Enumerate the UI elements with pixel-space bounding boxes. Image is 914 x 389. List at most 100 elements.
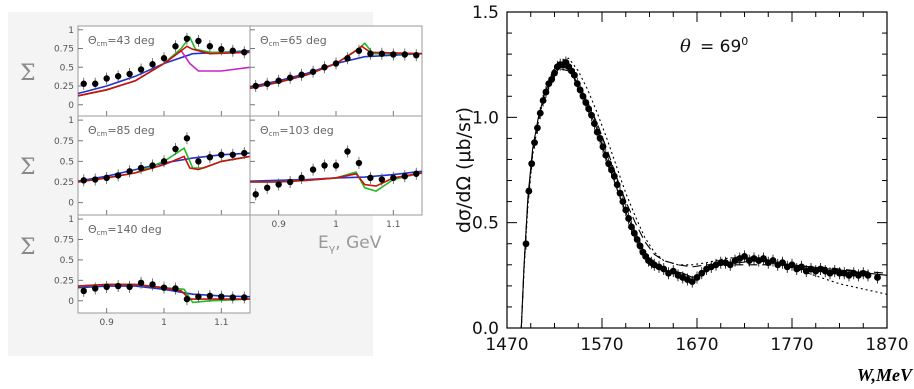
data-point (286, 74, 294, 81)
y-tick-label: 0.5 (60, 256, 74, 266)
data-point (160, 55, 168, 62)
data-point (195, 158, 202, 165)
angle-annotation-symbol: θ (680, 36, 691, 57)
model-curve-red (77, 45, 251, 97)
panel-label: Θcm=65 deg (260, 34, 327, 48)
y-tick-label: 0.75 (54, 45, 74, 55)
x-tick-label: 1.1 (386, 220, 400, 230)
data-point (610, 172, 618, 180)
data-point (126, 168, 133, 175)
data-point (126, 283, 133, 291)
data-point (698, 269, 706, 277)
data-point (160, 158, 168, 165)
data-point (836, 269, 843, 277)
data-point (218, 151, 225, 158)
data-point (183, 135, 191, 142)
data-point (241, 149, 248, 157)
data-point (688, 278, 696, 286)
data-point (528, 160, 536, 168)
data-point (195, 37, 202, 45)
x-axis-label: Eγ, GeV (318, 233, 382, 255)
data-point (309, 166, 317, 173)
y-tick-label: 0.5 (60, 63, 74, 73)
data-point (160, 284, 168, 291)
y-tick-label: 0.75 (54, 137, 74, 147)
data-point (126, 70, 133, 78)
data-point (92, 176, 99, 183)
y-tick-label: 0.25 (54, 178, 74, 188)
x-tick-label: 1570 (580, 335, 623, 355)
data-point (630, 229, 638, 237)
x-tick-label: 1470 (485, 335, 528, 355)
data-point (195, 293, 202, 300)
data-point (92, 80, 99, 87)
data-point (80, 177, 87, 184)
data-point (264, 80, 271, 87)
data-point (229, 47, 236, 54)
data-point (114, 282, 122, 290)
x-tick-label: 1.1 (214, 318, 228, 328)
data-point (172, 145, 179, 153)
data-point (206, 292, 214, 300)
y-tick-label: 0.5 (472, 214, 499, 234)
data-point (298, 71, 305, 78)
data-point (229, 151, 236, 158)
data-point (536, 109, 544, 117)
data-point (378, 50, 386, 57)
y-tick-label: 0 (68, 101, 74, 111)
y-tick-label: 0 (68, 199, 74, 209)
data-point (252, 191, 259, 198)
data-point (390, 51, 397, 58)
data-point (332, 60, 340, 67)
data-point (660, 265, 668, 273)
x-tick-label: 0.9 (272, 220, 287, 230)
data-point (522, 240, 530, 248)
data-point (183, 295, 191, 303)
data-point (571, 71, 578, 79)
data-point (275, 77, 282, 84)
panel-label: Θcm=103 deg (260, 124, 334, 138)
data-point (551, 69, 558, 77)
data-point (103, 174, 110, 182)
data-point (628, 223, 635, 231)
data-point (149, 61, 156, 68)
y-tick-label: 1 (68, 215, 74, 225)
data-point (137, 279, 145, 286)
data-point (605, 160, 613, 168)
data-point (298, 174, 305, 182)
data-point (149, 281, 156, 288)
data-point (760, 255, 767, 262)
data-point (534, 124, 541, 132)
y-tick-label: 0 (68, 297, 74, 307)
data-point (593, 128, 601, 136)
data-point (585, 105, 593, 113)
data-point (286, 178, 294, 186)
data-point (229, 294, 236, 301)
y-tick-label: 1 (68, 116, 74, 126)
panel-label: Θcm=85 deg (88, 124, 155, 138)
data-point (401, 51, 408, 58)
data-point (588, 111, 595, 119)
data-point (137, 164, 145, 172)
data-point (344, 148, 351, 155)
data-point (344, 55, 351, 62)
y-tick-label: 0.25 (54, 276, 74, 286)
data-point (539, 97, 547, 104)
data-point (114, 172, 122, 179)
data-point (874, 274, 881, 281)
data-point (378, 176, 386, 183)
data-point (321, 162, 328, 169)
y-tick-label: 0.25 (54, 82, 74, 92)
data-point (103, 283, 110, 291)
data-point (241, 49, 248, 56)
data-point (608, 166, 615, 174)
x-tick-label: 1770 (770, 335, 813, 355)
data-point (582, 99, 590, 106)
panel-label: Θcm=43 deg (88, 34, 155, 48)
panel-frame (249, 25, 423, 117)
data-point (275, 181, 282, 188)
x-axis-label: W,MeV (857, 365, 914, 385)
data-point (602, 151, 610, 159)
data-point (693, 274, 701, 281)
